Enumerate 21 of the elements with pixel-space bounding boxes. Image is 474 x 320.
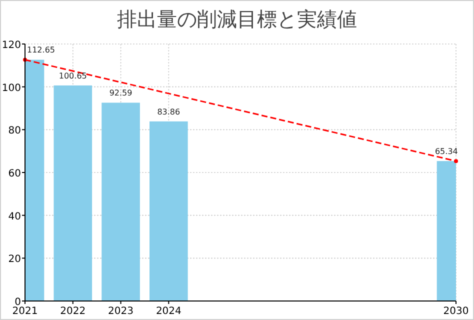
x-tick-label: 2030 xyxy=(443,306,469,317)
chart-title: 排出量の削減目標と実績値 xyxy=(117,7,357,31)
y-tick-label: 20 xyxy=(8,254,21,266)
bar xyxy=(54,85,92,301)
y-tick-label: 100 xyxy=(2,82,21,94)
data-label: 65.34 xyxy=(434,147,458,156)
y-tick-label: 120 xyxy=(2,40,21,51)
data-label: 100.65 xyxy=(58,71,87,80)
bar xyxy=(150,121,188,301)
x-tick-label: 2022 xyxy=(60,306,86,317)
y-tick-label: 60 xyxy=(8,168,21,180)
x-tick-label: 2021 xyxy=(12,306,38,317)
x-tick-label: 2024 xyxy=(156,306,182,317)
data-label: 83.86 xyxy=(157,107,180,116)
x-tick-label: 2023 xyxy=(108,306,134,317)
y-tick-label: 40 xyxy=(8,211,21,222)
data-label: 112.65 xyxy=(27,46,55,55)
y-tick-label: 0 xyxy=(14,297,21,308)
bar xyxy=(102,102,140,301)
y-tick-label: 80 xyxy=(8,126,21,137)
data-label: 92.59 xyxy=(109,88,132,98)
